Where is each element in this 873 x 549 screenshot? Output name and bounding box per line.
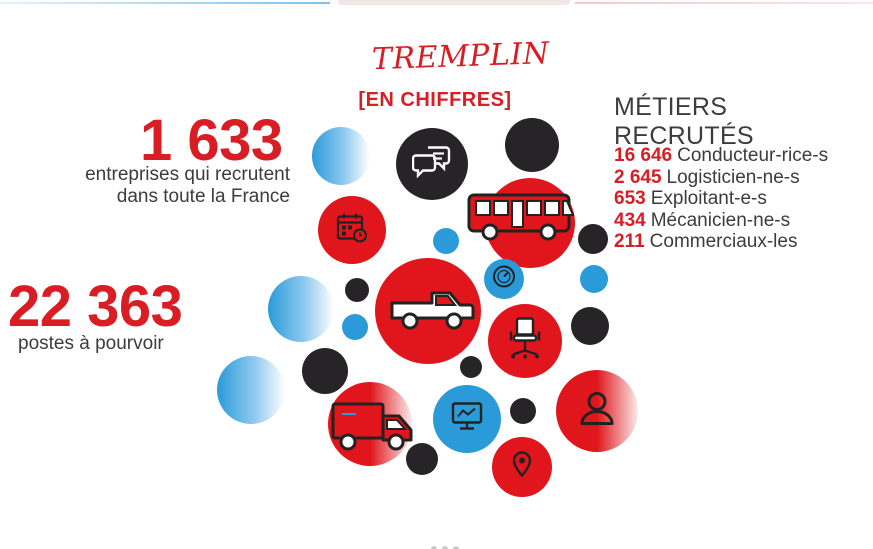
metier-item: 653 Exploitant-e-s [614, 188, 828, 210]
bubble-black [505, 118, 559, 172]
metier-count: 2 645 [614, 166, 662, 188]
stat-postes-value: 22 363 [8, 274, 183, 339]
bubble-black [578, 224, 608, 254]
bus-icon [466, 190, 578, 251]
bubble-gauge [484, 259, 524, 299]
metier-count: 653 [614, 188, 646, 209]
bubble-blue [342, 314, 368, 340]
bubble-location [492, 437, 552, 497]
bubble-chat [396, 128, 468, 200]
metier-item: 16 646 Conducteur-rice-s [614, 145, 828, 167]
bottom-decor-icon [431, 546, 459, 549]
calendar-clock-icon [335, 211, 369, 250]
bubble-black [510, 398, 536, 424]
bubble-black [460, 356, 482, 378]
metier-count: 211 [614, 231, 645, 252]
bubble-calendar [318, 196, 386, 264]
bubble-black [345, 278, 369, 302]
bubble-black [406, 443, 438, 475]
metier-label: Exploitant-e-s [650, 188, 767, 209]
dashboard-gauge-icon [491, 264, 517, 295]
bubble-monitor [433, 385, 501, 453]
bubble-user [556, 370, 638, 452]
metier-count: 434 [614, 209, 646, 231]
metier-label: Commerciaux-les [649, 231, 798, 252]
location-pin-icon [511, 451, 533, 484]
bubble-blue-fade [217, 356, 285, 424]
pickup-truck-icon [388, 283, 478, 338]
bubble-black [302, 348, 348, 394]
metier-label: Logisticien-ne-s [666, 166, 800, 188]
bubble-blue-fade [268, 276, 334, 342]
monitor-icon [450, 401, 484, 438]
metier-item: 211 Commerciaux-les [614, 231, 828, 253]
top-decor-line-left [0, 2, 330, 4]
title-en-chiffres: [EN CHIFFRES] [358, 89, 512, 111]
stat-entreprises-value: 1 633 [140, 108, 283, 173]
bubble-blue-fade [312, 127, 370, 185]
metier-count: 16 646 [614, 145, 673, 166]
metiers-list: 16 646 Conducteur-rice-s 2 645 Logisticien… [614, 145, 828, 253]
metier-item: 2 645 Logisticien-ne-s [614, 167, 828, 189]
delivery-truck-icon [330, 400, 418, 461]
chat-bubbles-icon [411, 144, 452, 185]
metiers-title: MÉTIERS RECRUTÉS [614, 93, 754, 150]
bubble-black [571, 307, 609, 345]
stat-entreprises-label: entreprises qui recrutent dans toute la … [85, 164, 290, 207]
metier-item: 434 Mécanicien-ne-s [614, 210, 828, 232]
bubble-chair [488, 304, 562, 378]
bubble-blue [580, 265, 608, 293]
top-decor-bar [338, 0, 570, 5]
bubble-blue [433, 228, 459, 254]
stat-postes-label: postes à pourvoir [18, 333, 164, 354]
office-chair-icon [507, 317, 543, 366]
top-decor-line-right [575, 2, 873, 4]
user-icon [577, 389, 617, 434]
title-tremplin: TREMPLIN [371, 36, 550, 78]
metier-label: Mécanicien-ne-s [650, 209, 791, 231]
metier-label: Conducteur-rice-s [677, 145, 829, 166]
